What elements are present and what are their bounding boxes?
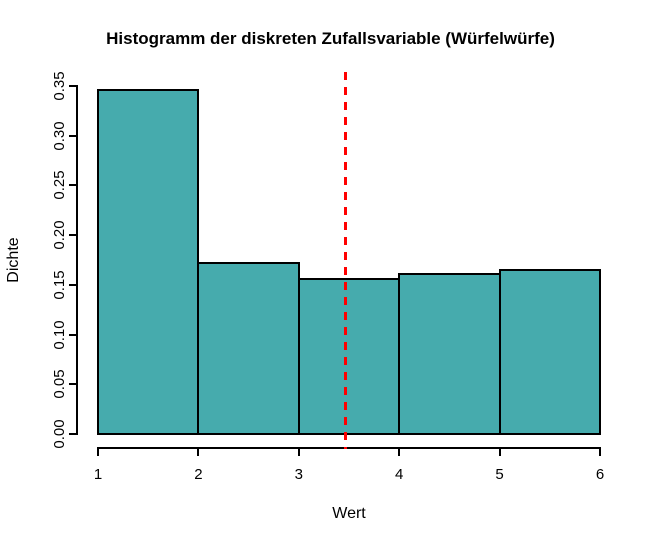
histogram-bar bbox=[398, 272, 501, 435]
y-tick-mark bbox=[69, 283, 76, 286]
x-tick-mark bbox=[297, 449, 300, 456]
x-tick-mark bbox=[97, 449, 99, 456]
histogram-bar bbox=[498, 268, 601, 435]
y-axis-label: Dichte bbox=[5, 237, 22, 283]
y-tick-mark bbox=[69, 433, 76, 435]
y-tick-mark bbox=[69, 85, 76, 87]
x-tick-label: 2 bbox=[194, 466, 203, 483]
x-tick-mark bbox=[398, 449, 401, 456]
histogram-bar bbox=[97, 88, 200, 435]
y-tick-mark bbox=[69, 134, 76, 137]
x-tick-label: 5 bbox=[495, 466, 504, 483]
x-tick-mark bbox=[498, 449, 501, 456]
y-tick-mark bbox=[69, 383, 76, 386]
chart-title: Histogramm der diskreten Zufallsvariable… bbox=[106, 29, 555, 48]
x-tick-label: 3 bbox=[294, 466, 303, 483]
y-axis-line bbox=[76, 85, 78, 435]
x-tick-label: 1 bbox=[93, 466, 103, 483]
mean-vline bbox=[344, 72, 348, 449]
x-axis-label: Wert bbox=[332, 505, 366, 522]
x-tick-mark bbox=[197, 449, 200, 456]
histogram-bar bbox=[297, 277, 401, 435]
y-tick-mark bbox=[69, 234, 76, 237]
y-tick-label: 0.35 bbox=[51, 71, 68, 101]
x-tick-mark bbox=[599, 449, 601, 456]
x-tick-label: 6 bbox=[595, 466, 605, 483]
x-tick-label: 4 bbox=[395, 466, 404, 483]
y-tick-mark bbox=[69, 333, 76, 336]
x-axis-line bbox=[97, 447, 601, 449]
histogram-bar bbox=[197, 261, 300, 435]
y-tick-mark bbox=[69, 184, 76, 187]
